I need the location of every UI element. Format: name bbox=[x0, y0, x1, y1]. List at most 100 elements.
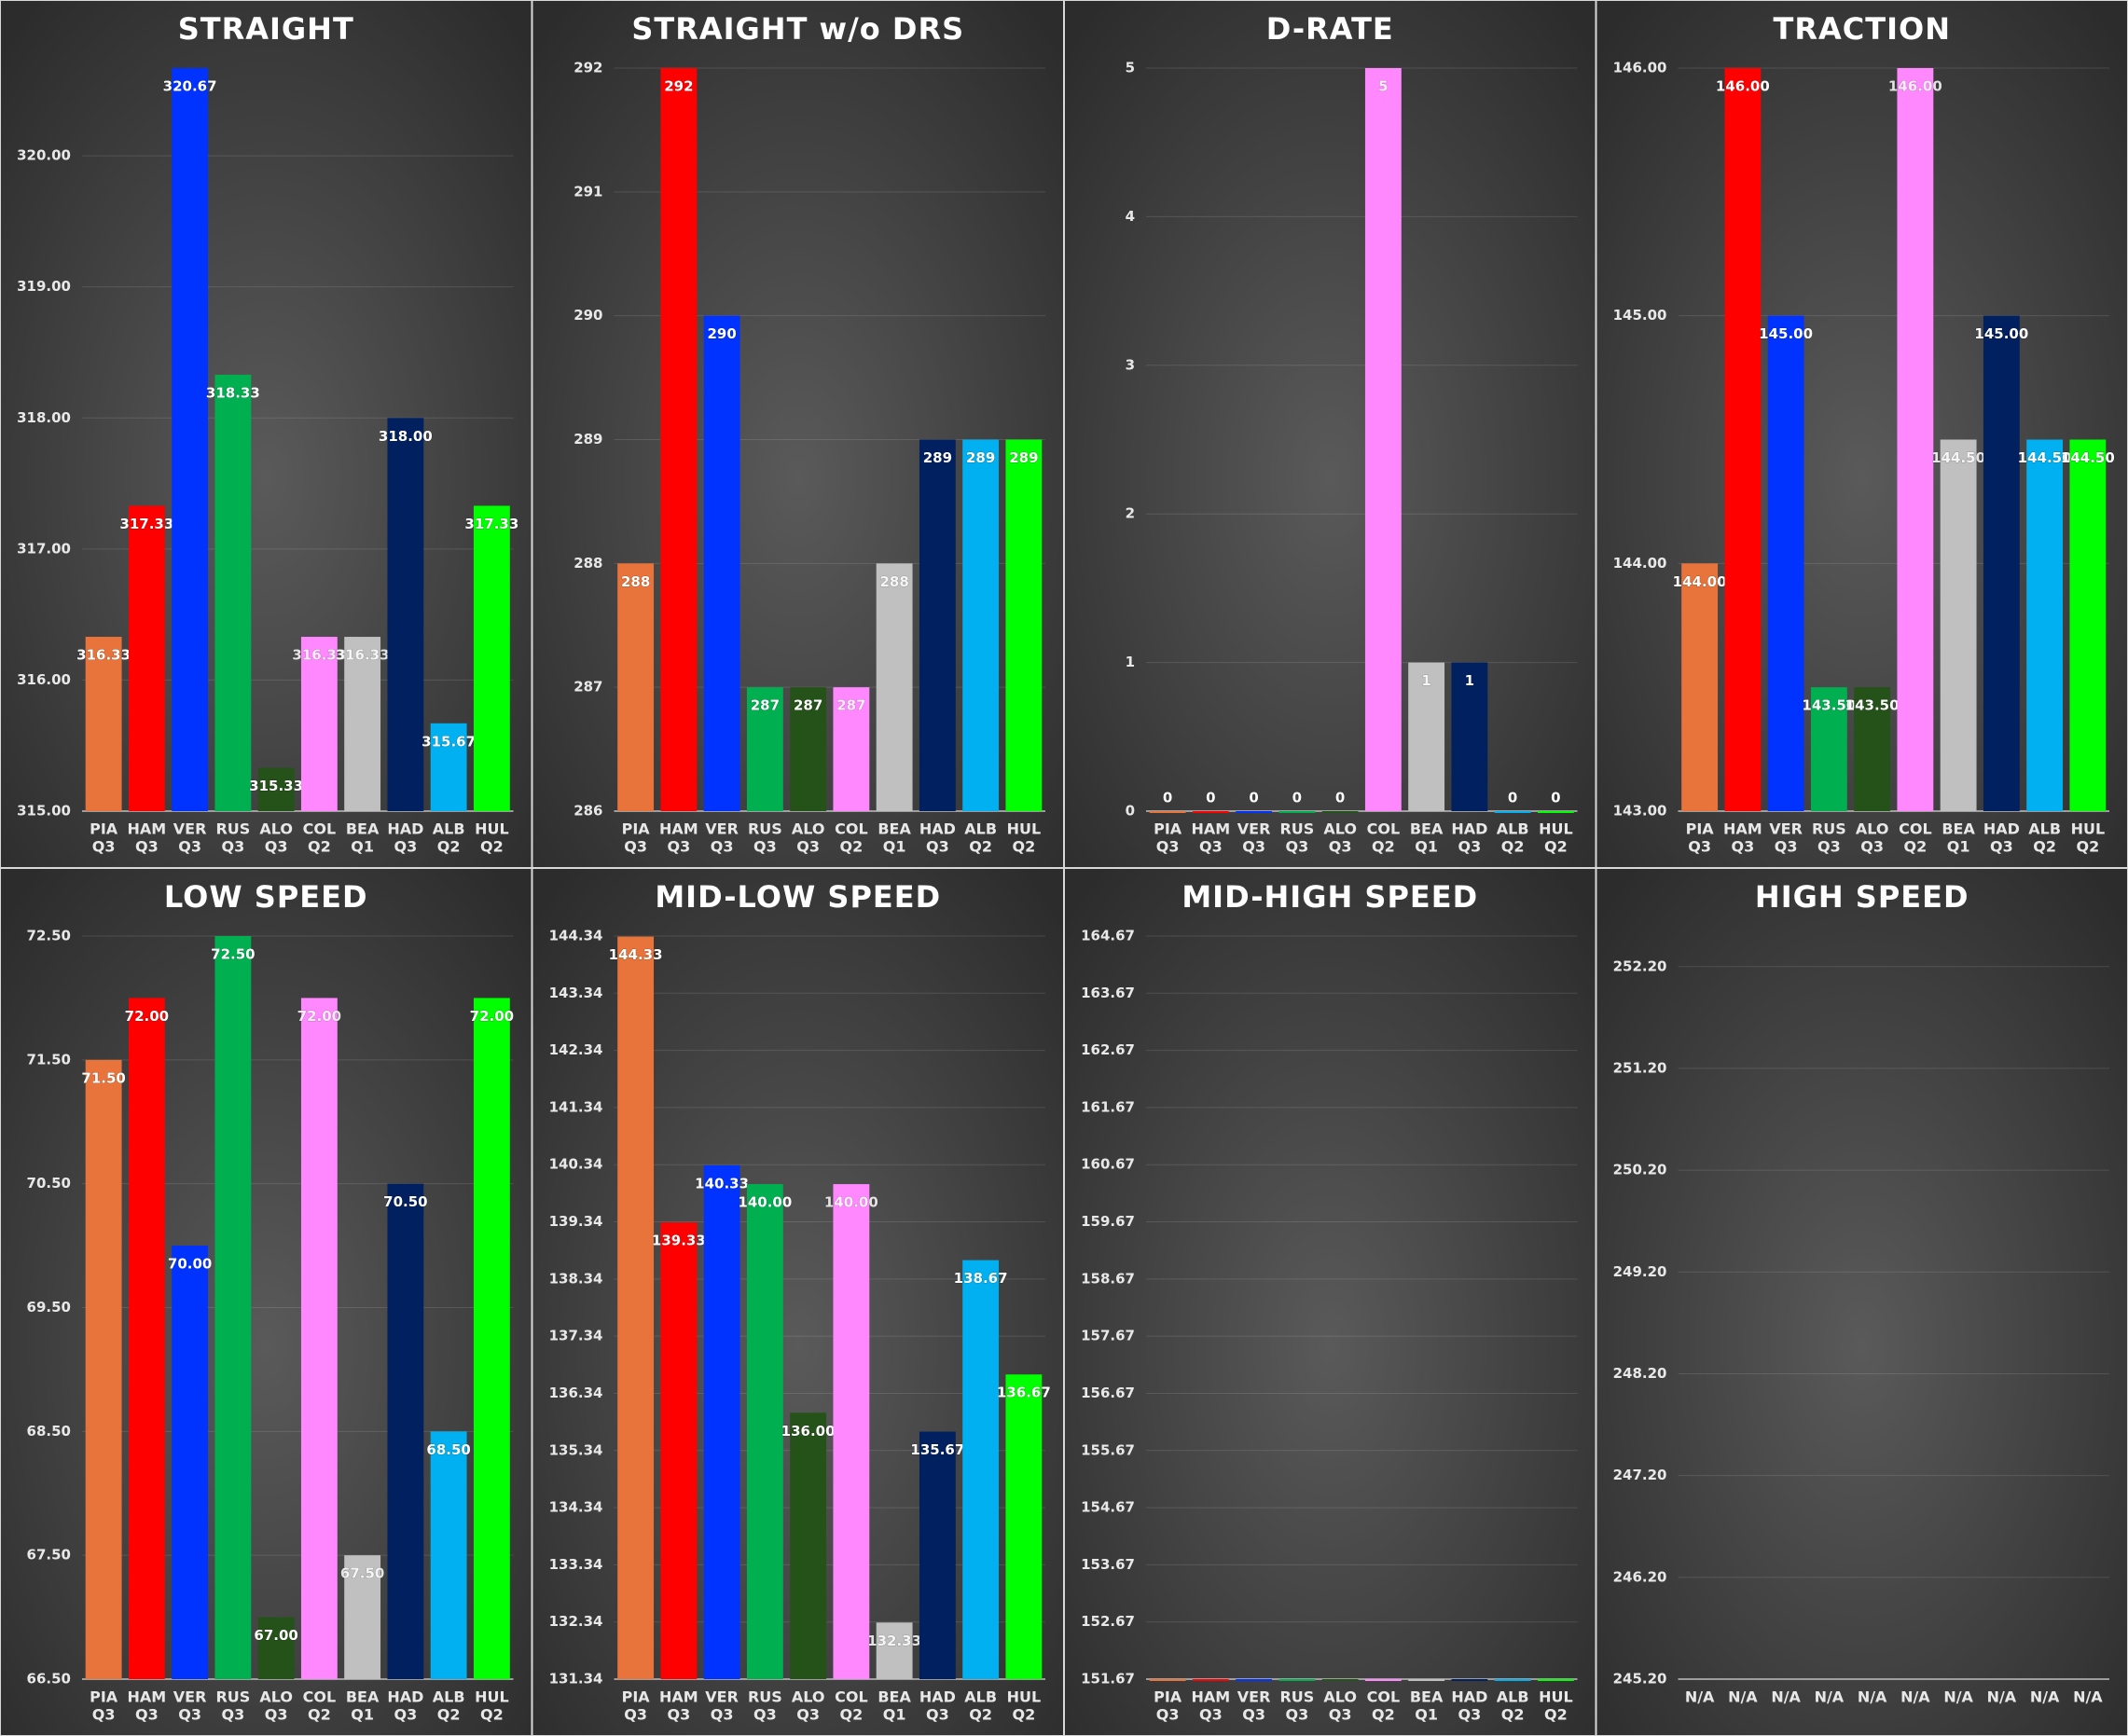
data-label: 288 bbox=[879, 573, 908, 590]
x-tick-label: VER bbox=[1769, 820, 1803, 838]
chart-title: MID-HIGH SPEED bbox=[1181, 879, 1478, 915]
x-tick-label: Q3 bbox=[1199, 838, 1223, 856]
data-label: 143.50 bbox=[1845, 697, 1900, 714]
chart-title: D-RATE bbox=[1266, 11, 1394, 47]
bar bbox=[1724, 68, 1762, 811]
y-tick-label: 158.67 bbox=[1081, 1270, 1135, 1287]
x-tick-label: N/A bbox=[2030, 1688, 2060, 1706]
x-tick-label: Q2 bbox=[480, 838, 504, 856]
x-tick-label: VER bbox=[173, 820, 207, 838]
y-tick-label: 3 bbox=[1126, 356, 1135, 373]
x-tick-label: VER bbox=[1237, 820, 1271, 838]
y-tick-label: 143.00 bbox=[1613, 803, 1667, 820]
x-tick-label: PIA bbox=[90, 820, 118, 838]
data-label: 289 bbox=[1009, 449, 1038, 466]
x-tick-label: Q3 bbox=[1990, 838, 2013, 856]
data-label: 68.50 bbox=[426, 1441, 470, 1458]
x-tick-label: Q3 bbox=[1817, 838, 1841, 856]
bar bbox=[919, 1431, 956, 1679]
x-tick-label: HAM bbox=[1192, 1688, 1231, 1706]
x-tick-label: Q3 bbox=[1242, 838, 1265, 856]
y-tick-label: 143.34 bbox=[549, 985, 603, 1001]
x-tick-label: Q3 bbox=[668, 1706, 691, 1724]
bar bbox=[214, 936, 252, 1679]
y-tick-label: 144.34 bbox=[549, 928, 603, 944]
data-label: 136.00 bbox=[781, 1423, 836, 1440]
data-label: 315.33 bbox=[249, 778, 303, 794]
x-tick-label: ALB bbox=[964, 820, 997, 838]
x-tick-label: RUS bbox=[1279, 1688, 1314, 1706]
x-tick-label: Q3 bbox=[178, 1706, 201, 1724]
x-tick-label: Q1 bbox=[1947, 838, 1970, 856]
data-label: 135.67 bbox=[910, 1441, 964, 1458]
bar bbox=[703, 315, 740, 812]
bar bbox=[660, 1222, 698, 1679]
x-tick-label: ALO bbox=[792, 820, 825, 838]
x-tick-label: Q3 bbox=[265, 1706, 288, 1724]
x-tick-label: Q2 bbox=[1544, 1706, 1568, 1724]
data-label: 316.33 bbox=[76, 647, 131, 664]
bar bbox=[919, 439, 956, 811]
x-tick-label: Q1 bbox=[1415, 1706, 1438, 1724]
x-tick-label: Q2 bbox=[308, 838, 331, 856]
y-tick-label: 319.00 bbox=[17, 278, 71, 295]
bar bbox=[214, 374, 252, 811]
x-tick-label: Q2 bbox=[1544, 838, 1568, 856]
x-tick-label: Q3 bbox=[1156, 838, 1180, 856]
x-tick-label: VER bbox=[705, 1688, 739, 1706]
y-tick-label: 320.00 bbox=[17, 147, 71, 164]
data-label: 144.00 bbox=[1673, 573, 1727, 590]
bar bbox=[1451, 1679, 1488, 1681]
bar bbox=[746, 1184, 783, 1679]
bar bbox=[660, 68, 698, 811]
y-tick-label: 287 bbox=[573, 679, 602, 696]
x-tick-label: N/A bbox=[2073, 1688, 2103, 1706]
bar bbox=[1278, 1679, 1316, 1681]
x-tick-label: Q3 bbox=[1775, 838, 1798, 856]
bar bbox=[1494, 1679, 1531, 1681]
bar bbox=[1364, 1679, 1402, 1681]
y-tick-label: 316.00 bbox=[17, 671, 71, 688]
data-label: 290 bbox=[707, 325, 736, 342]
x-tick-label: HAM bbox=[128, 820, 167, 838]
bar bbox=[1192, 811, 1229, 813]
x-tick-label: Q2 bbox=[1013, 1706, 1036, 1724]
y-tick-label: 290 bbox=[573, 307, 602, 324]
x-tick-label: HAD bbox=[387, 1688, 423, 1706]
data-label: 316.33 bbox=[336, 647, 390, 664]
data-label: 0 bbox=[1292, 790, 1302, 806]
x-tick-label: Q2 bbox=[1501, 1706, 1525, 1724]
y-tick-label: 315.00 bbox=[17, 803, 71, 820]
data-label: 144.33 bbox=[609, 946, 663, 963]
bar bbox=[128, 505, 165, 811]
y-tick-label: 135.34 bbox=[549, 1441, 603, 1458]
y-tick-label: 144.00 bbox=[1613, 555, 1667, 572]
x-tick-label: HAD bbox=[387, 820, 423, 838]
bar bbox=[257, 1617, 295, 1679]
x-tick-label: ALO bbox=[259, 1688, 293, 1706]
data-label: 72.00 bbox=[125, 1008, 169, 1025]
x-tick-label: Q3 bbox=[92, 1706, 116, 1724]
x-tick-label: Q2 bbox=[840, 1706, 864, 1724]
bar bbox=[1005, 1374, 1043, 1679]
bar bbox=[833, 1184, 870, 1679]
bar bbox=[1321, 1679, 1359, 1681]
data-label: 287 bbox=[836, 697, 865, 714]
x-tick-label: Q3 bbox=[1329, 838, 1352, 856]
x-tick-label: Q2 bbox=[840, 838, 864, 856]
bar bbox=[746, 687, 783, 811]
data-label: 140.00 bbox=[824, 1194, 878, 1211]
x-tick-label: COL bbox=[835, 1688, 868, 1706]
x-tick-label: COL bbox=[835, 820, 868, 838]
bar bbox=[473, 505, 510, 811]
data-label: 145.00 bbox=[1759, 325, 1813, 342]
y-tick-label: 138.34 bbox=[549, 1270, 603, 1287]
data-label: 138.67 bbox=[954, 1270, 1008, 1287]
bar bbox=[962, 1260, 1000, 1679]
bar bbox=[1408, 1679, 1445, 1681]
bar bbox=[833, 687, 870, 811]
data-label: 72.00 bbox=[297, 1008, 341, 1025]
x-tick-label: Q2 bbox=[437, 1706, 461, 1724]
chart-title: MID-LOW SPEED bbox=[655, 879, 941, 915]
x-tick-label: ALO bbox=[792, 1688, 825, 1706]
